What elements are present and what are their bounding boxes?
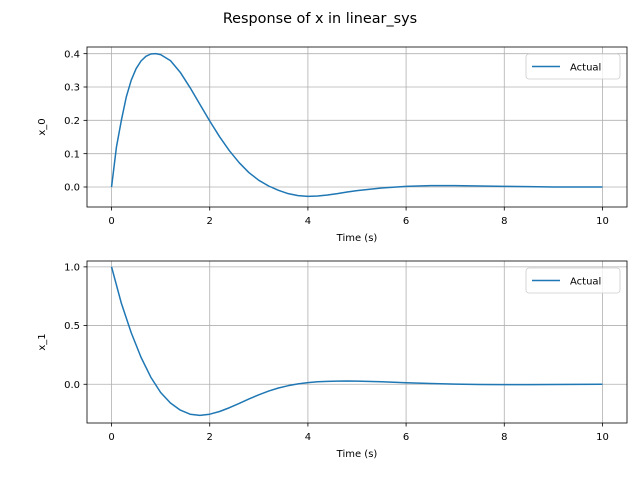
y-tick-label: 1.0: [64, 262, 80, 273]
legend-box: [525, 267, 621, 294]
x-tick-label: 10: [596, 216, 609, 227]
x-axis-label: Time (s): [336, 233, 378, 244]
y-tick-label: 0.0: [64, 183, 80, 194]
y-tick-label: 0.5: [64, 321, 80, 332]
y-axis-label: x_1: [37, 333, 48, 350]
y-axis-label: x_0: [37, 118, 48, 135]
x-tick-label: 6: [403, 216, 409, 227]
axes-frame: [86, 46, 628, 208]
y-tick-label: 0.2: [64, 116, 80, 127]
legend: Actual: [525, 53, 621, 80]
x-tick-label: 8: [501, 432, 507, 443]
legend-box: [525, 53, 621, 80]
y-tick-label: 0.0: [64, 380, 80, 391]
x-tick-label: 10: [596, 432, 609, 443]
x-tick-label: 0: [108, 432, 114, 443]
series-line-actual: [110, 52, 603, 198]
x-axis-label: Time (s): [336, 449, 378, 460]
x-tick-label: 4: [305, 216, 311, 227]
x-tick-label: 2: [207, 216, 213, 227]
x-tick-label: 4: [305, 432, 311, 443]
axes-frame: [86, 260, 628, 424]
x-tick-label: 2: [207, 432, 213, 443]
axes-x0: 0 2 4 6 8 10 0.0 0.1 0.2 0.3 0.4 Time (s) x_0 Actual: [37, 46, 628, 244]
x-tick-label: 8: [501, 216, 507, 227]
y-tick-label: 0.1: [64, 149, 80, 160]
legend-label: Actual: [570, 63, 601, 74]
x-tick-label: 6: [403, 432, 409, 443]
axes-x1: 0 2 4 6 8 10 0.0 0.5 1.0 Time (s) x_1 Actual: [37, 260, 628, 460]
y-tick-label: 0.3: [64, 83, 80, 94]
y-tick-label: 0.4: [64, 49, 80, 60]
figure-title: Response of x in linear_sys: [223, 11, 417, 27]
x-tick-label: 0: [108, 216, 114, 227]
legend-label: Actual: [570, 277, 601, 288]
legend: Actual: [525, 267, 621, 294]
series-line-actual: [110, 266, 603, 417]
